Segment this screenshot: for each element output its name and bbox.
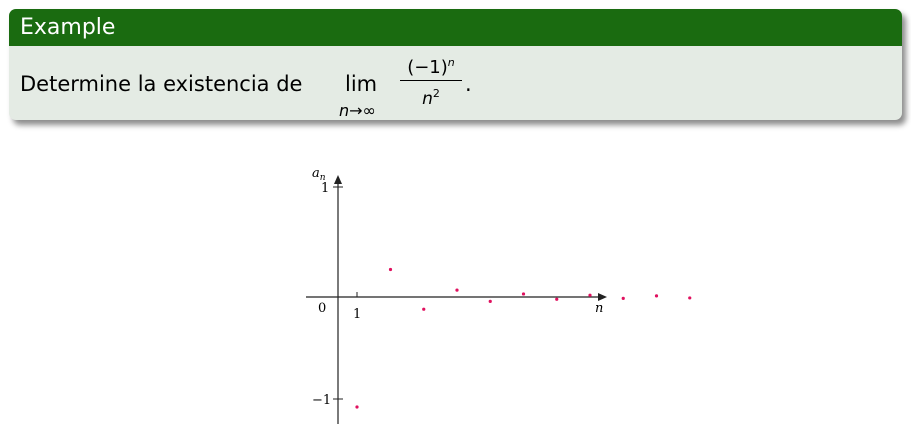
- fraction-bar: [400, 80, 462, 82]
- data-point: [455, 288, 459, 292]
- data-points: [355, 267, 692, 409]
- origin-label: 0: [318, 301, 326, 316]
- fraction-denominator: n2: [400, 83, 462, 110]
- numerator-base: (−1): [407, 57, 448, 78]
- y-axis-label-subscript: n: [320, 173, 326, 183]
- data-point: [388, 267, 393, 272]
- denominator-exponent: 2: [432, 87, 440, 101]
- statement-period: .: [465, 72, 472, 96]
- data-point: [355, 405, 359, 409]
- y-axis-label-text: a: [312, 166, 320, 181]
- lim-word: lim: [345, 72, 378, 96]
- statement-text: Determine la existencia de: [20, 72, 303, 96]
- data-point: [688, 296, 692, 300]
- denominator-base: n: [422, 89, 433, 110]
- x-tick-label-one: 1: [353, 307, 361, 322]
- data-point: [621, 296, 625, 300]
- data-point: [654, 294, 659, 298]
- block-title: Example: [9, 9, 902, 46]
- block-body: Determine la existencia de lim n→∞ (−1)n…: [9, 46, 902, 120]
- x-axis-label: n: [595, 301, 603, 316]
- data-point: [588, 293, 592, 297]
- lim-subscript: n→∞: [339, 101, 376, 120]
- data-point: [555, 297, 559, 301]
- fraction: (−1)n n2: [400, 52, 462, 110]
- y-tick-label-top: 1: [321, 181, 329, 196]
- y-axis-label: an: [312, 166, 326, 183]
- x-axis-arrow: [598, 293, 607, 301]
- data-point: [422, 307, 426, 311]
- example-block: Example Determine la existencia de lim n…: [9, 9, 902, 120]
- numerator-exponent: n: [447, 56, 455, 69]
- data-point: [488, 299, 492, 303]
- y-axis-arrow: [334, 175, 342, 184]
- fraction-numerator: (−1)n: [400, 52, 462, 79]
- y-tick-label-bottom: −1: [312, 393, 331, 408]
- data-point: [521, 292, 526, 296]
